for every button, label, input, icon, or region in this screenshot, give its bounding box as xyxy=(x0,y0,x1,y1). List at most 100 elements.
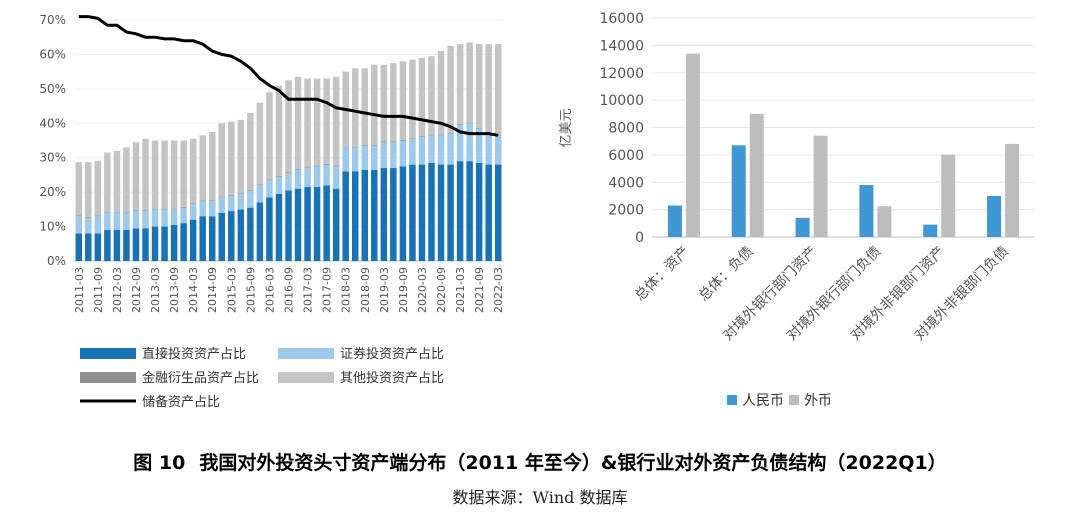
legend-swatch xyxy=(278,348,334,359)
left-bar-segment xyxy=(170,208,178,210)
left-y-tick-label: 50% xyxy=(39,82,66,96)
left-bar-segment xyxy=(294,188,302,261)
left-bar-segment xyxy=(189,203,197,205)
left-x-tick-label: 2012-03 xyxy=(111,267,124,313)
right-bar xyxy=(731,145,746,237)
left-bar-segment xyxy=(151,140,159,209)
left-bar-segment xyxy=(170,209,178,225)
left-bar-segment xyxy=(142,211,149,229)
left-y-tick-label: 70% xyxy=(39,13,66,27)
legend-swatch xyxy=(80,372,136,383)
left-bar-segment xyxy=(228,121,235,195)
left-x-tick-label: 2015-03 xyxy=(225,267,238,313)
left-bar-segment xyxy=(256,185,264,203)
legend-label: 直接投资资产占比 xyxy=(142,346,246,362)
left-bar-segment xyxy=(275,175,283,177)
left-bar-segment xyxy=(199,216,206,261)
left-bar-segment xyxy=(123,212,130,213)
left-bar-segment xyxy=(94,216,102,234)
left-bar-segment xyxy=(94,160,102,216)
left-bar-segment xyxy=(275,193,283,261)
left-bar-segment xyxy=(409,138,416,165)
left-bar-segment xyxy=(437,164,445,261)
left-bar-segment xyxy=(142,138,149,211)
left-bar-segment xyxy=(85,217,92,234)
left-bar-segment xyxy=(275,176,283,194)
left-bar-segment xyxy=(437,50,445,135)
reserve-asset-line xyxy=(78,15,499,137)
right-y-tick-label: 12000 xyxy=(599,66,644,82)
left-x-tick-label: 2017-03 xyxy=(302,267,315,313)
left-bar-segment xyxy=(275,85,283,176)
left-bar-segment xyxy=(494,44,502,135)
left-bar-segment xyxy=(456,124,464,126)
left-bar-segment xyxy=(247,112,254,190)
left-bar-segment xyxy=(85,162,92,218)
left-bar-segment xyxy=(161,226,168,261)
left-bar-segment xyxy=(113,212,121,231)
left-bar-segment xyxy=(208,200,216,201)
left-bar-segment xyxy=(485,164,492,261)
right-y-tick-label: 4000 xyxy=(608,175,644,191)
left-bar-segment xyxy=(104,212,111,231)
left-bar-segment xyxy=(351,171,359,261)
left-bar-segment xyxy=(161,208,168,210)
left-bar-segment xyxy=(104,152,111,213)
left-bar-segment xyxy=(208,131,216,201)
left-bar-segment xyxy=(266,92,273,180)
right-bar xyxy=(813,135,828,237)
left-bar-segment xyxy=(447,164,454,261)
left-bar-segment xyxy=(294,169,302,170)
left-bar-segment xyxy=(380,64,388,142)
left-bar-segment xyxy=(285,190,292,261)
legend-swatch xyxy=(727,395,737,405)
left-bar-segment xyxy=(466,122,473,124)
left-bar-segment xyxy=(189,219,197,261)
left-bar-segment xyxy=(494,135,502,165)
left-bar-segment xyxy=(228,195,235,212)
left-bar-segment xyxy=(447,133,454,165)
left-bar-segment xyxy=(218,123,226,197)
left-bar-segment xyxy=(390,142,397,169)
left-bar-segment xyxy=(132,228,140,261)
left-bar-segment xyxy=(94,233,102,261)
right-bar xyxy=(749,113,764,237)
right-bar xyxy=(685,53,700,238)
left-bar-segment xyxy=(313,165,321,167)
left-y-tick-label: 10% xyxy=(39,220,66,234)
left-bar-segment xyxy=(123,230,130,261)
left-y-tick-label: 40% xyxy=(39,116,66,130)
left-bar-segment xyxy=(170,140,178,209)
left-bar-segment xyxy=(294,169,302,189)
left-x-tick-label: 2017-09 xyxy=(321,267,334,313)
left-bar-segment xyxy=(75,162,83,216)
left-bar-segment xyxy=(390,141,397,143)
left-bar-segment xyxy=(361,68,369,145)
left-bar-segment xyxy=(409,164,416,261)
left-bar-segment xyxy=(304,186,311,261)
left-bar-segment xyxy=(466,42,473,123)
left-bar-segment xyxy=(371,169,378,261)
left-bar-segment xyxy=(313,78,321,166)
left-bar-segment xyxy=(428,162,435,261)
left-y-tick-label: 20% xyxy=(39,185,66,199)
left-bar-segment xyxy=(475,127,483,129)
left-x-tick-label: 2022-03 xyxy=(492,267,505,313)
left-chart: 0%10%20%30%40%50%60%70% 2011-03 2011-09 20… xyxy=(39,13,505,410)
left-bar-segment xyxy=(361,144,369,146)
left-bar-segment xyxy=(390,63,397,142)
left-bar-segment xyxy=(75,216,83,234)
left-bar-segment xyxy=(351,146,359,148)
left-bar-segment xyxy=(85,217,92,218)
left-bar-segment xyxy=(437,134,445,136)
left-x-tick-label: 2020-09 xyxy=(435,267,448,313)
left-bar-segment xyxy=(428,56,435,135)
left-bar-segment xyxy=(123,212,130,231)
left-bar-segment xyxy=(142,210,149,212)
left-bar-segment xyxy=(304,78,311,168)
left-bar-segment xyxy=(151,208,159,210)
left-x-tick-label: 2016-03 xyxy=(263,267,276,313)
legend-swatch xyxy=(80,348,136,359)
left-x-tick-label: 2021-03 xyxy=(454,267,467,313)
